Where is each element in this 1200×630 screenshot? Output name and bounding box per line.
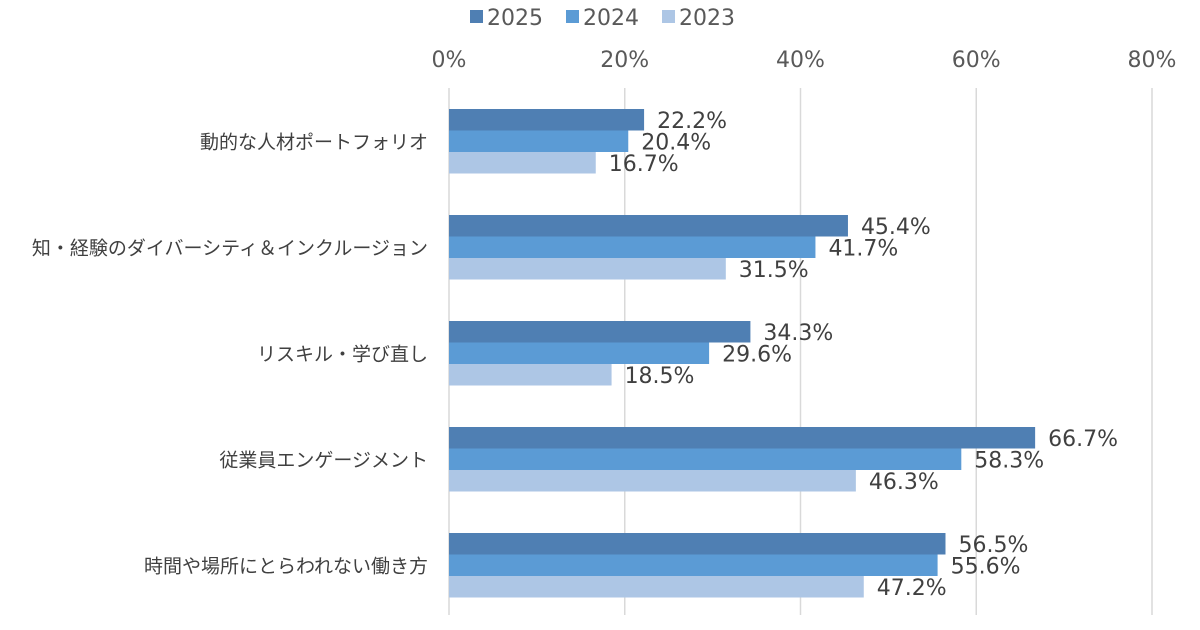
x-tick-label: 40% — [776, 48, 825, 73]
bar-2024 — [449, 448, 962, 470]
legend-swatch-2024 — [566, 10, 579, 23]
bar-2024 — [449, 554, 938, 576]
bar-2023 — [449, 364, 612, 386]
bar-2023 — [449, 470, 856, 492]
bar-2025 — [449, 321, 751, 343]
bar-2023 — [449, 576, 864, 598]
legend: 2025 2024 2023 — [470, 6, 735, 31]
category-label: 知・経験のダイバーシティ＆インクルージョン — [32, 237, 428, 259]
bar-2025 — [449, 109, 645, 131]
data-label-2025: 45.4% — [861, 215, 931, 240]
legend-swatch-2023 — [662, 10, 675, 23]
data-label-2025: 56.5% — [958, 533, 1028, 558]
bar-2023 — [449, 258, 726, 280]
legend-label-2025: 2025 — [487, 6, 543, 31]
data-label-2023: 18.5% — [625, 364, 695, 389]
legend-swatch-2025 — [470, 10, 483, 23]
bar-2025 — [449, 533, 946, 555]
category-label: 従業員エンゲージメント — [219, 449, 428, 471]
data-label-2023: 47.2% — [877, 576, 947, 601]
x-tick-label: 60% — [952, 48, 1001, 73]
bar-2025 — [449, 427, 1036, 449]
category-label: リスキル・学び直し — [257, 343, 428, 365]
x-tick-label: 80% — [1128, 48, 1177, 73]
data-label-2024: 20.4% — [641, 130, 711, 155]
data-label-2025: 34.3% — [763, 321, 833, 346]
data-label-2024: 55.6% — [951, 554, 1021, 579]
x-tick-label: 0% — [432, 48, 467, 73]
legend-label-2024: 2024 — [583, 6, 639, 31]
category-labels: 動的な人材ポートフォリオ知・経験のダイバーシティ＆インクルージョンリスキル・学び… — [32, 131, 428, 577]
bar-2024 — [449, 342, 710, 364]
bar-2024 — [449, 130, 629, 152]
legend-label-2023: 2023 — [679, 6, 735, 31]
bar-2025 — [449, 215, 848, 237]
data-label-2025: 66.7% — [1048, 427, 1118, 452]
data-labels: 22.2%20.4%16.7% 45.4%41.7% 31.5% 34.3%29.6%… — [609, 109, 1118, 601]
data-label-2023: 46.3% — [869, 470, 939, 495]
bar-2023 — [449, 152, 596, 174]
data-label-2025: 22.2% — [657, 109, 727, 134]
bar-2024 — [449, 236, 816, 258]
data-label-2023: 31.5% — [739, 258, 809, 283]
category-label: 動的な人材ポートフォリオ — [200, 131, 428, 153]
data-label-2024: 58.3% — [974, 448, 1044, 473]
gridlines — [448, 88, 1153, 615]
category-label: 時間や場所にとらわれない働き方 — [144, 555, 428, 577]
x-tick-label: 20% — [600, 48, 649, 73]
data-label-2024: 41.7% — [828, 236, 898, 261]
x-axis-ticks: 0% 20% 40% 60% 80% — [432, 48, 1177, 73]
data-label-2023: 16.7% — [609, 152, 679, 177]
data-label-2024: 29.6% — [722, 342, 792, 367]
bars — [449, 109, 1036, 598]
